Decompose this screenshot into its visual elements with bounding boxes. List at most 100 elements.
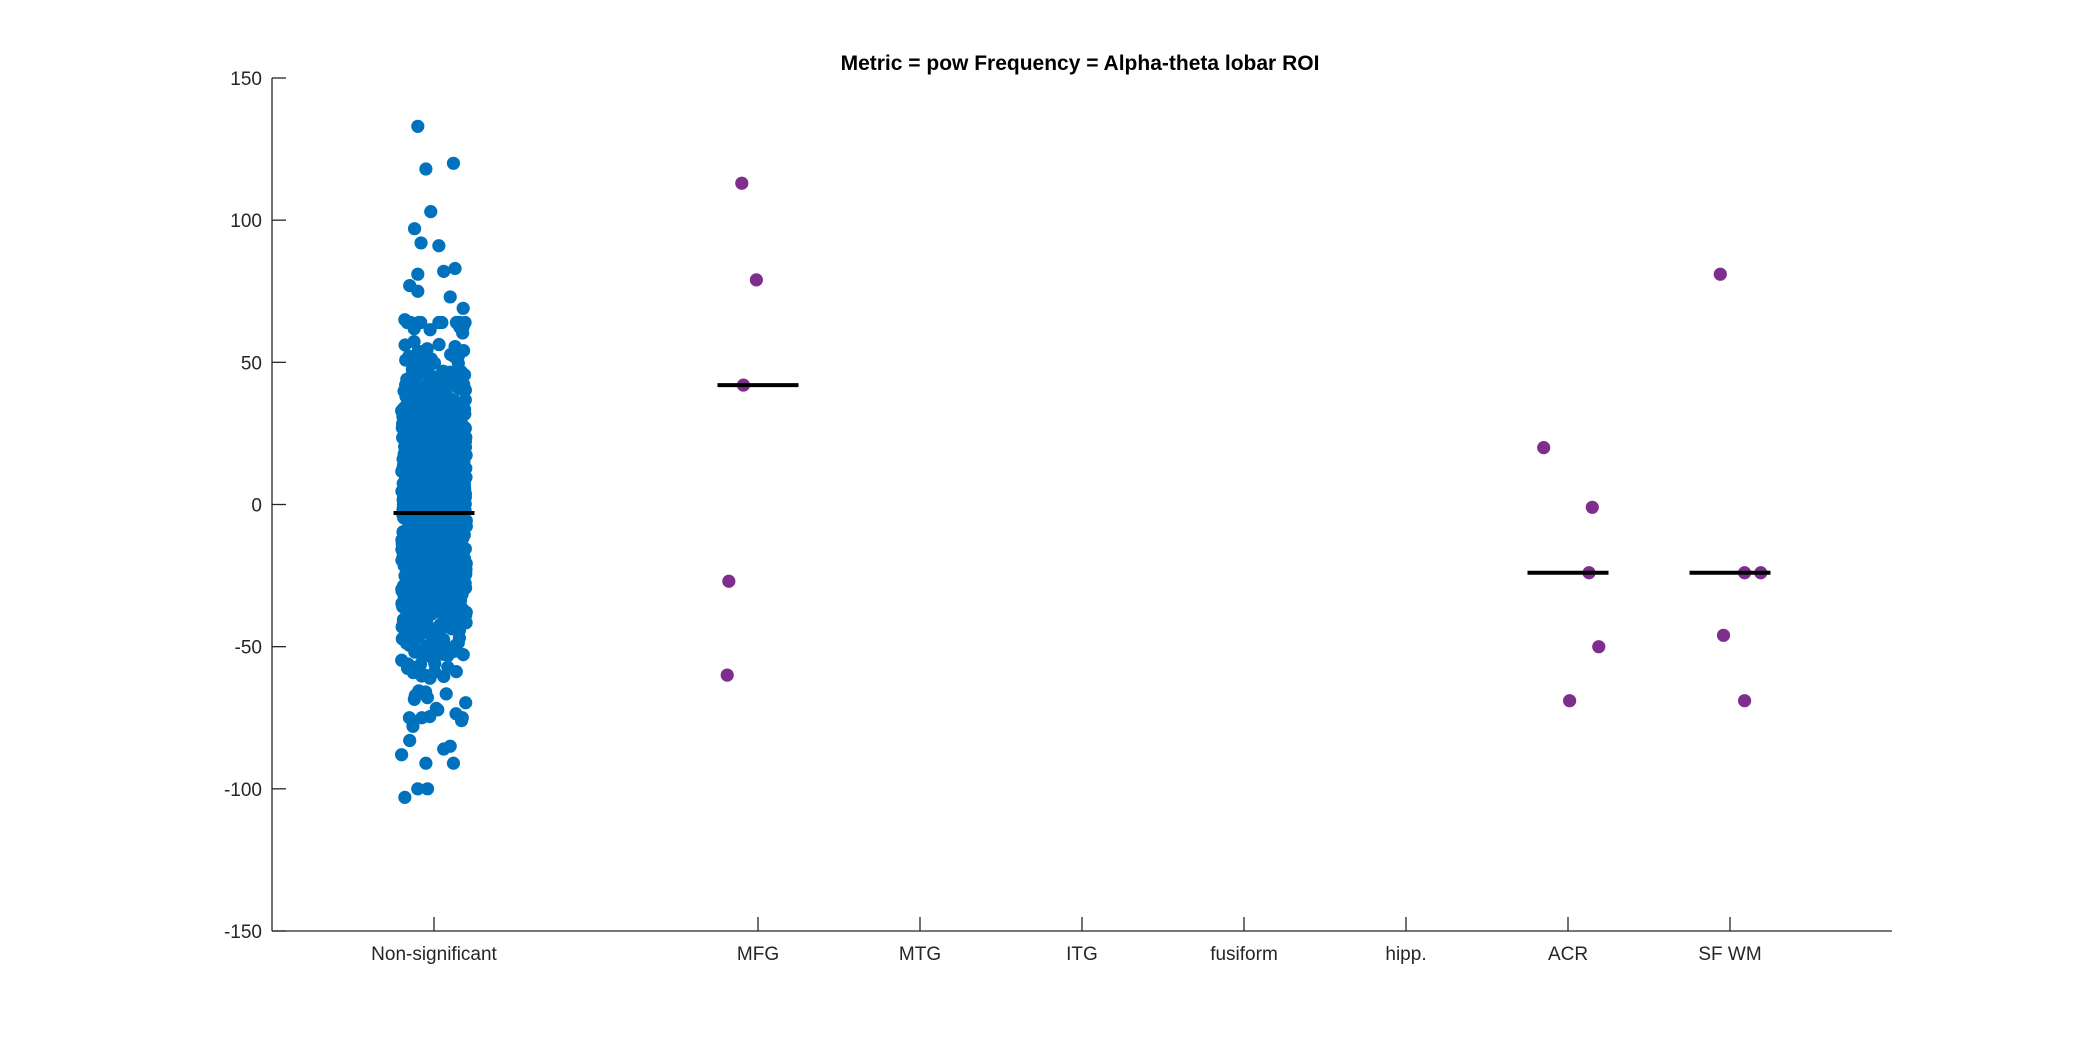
y-tick-label: 50	[241, 353, 262, 374]
data-point	[408, 402, 423, 416]
data-point	[445, 605, 459, 619]
data-point	[407, 577, 421, 592]
data-point	[404, 516, 418, 530]
data-point	[423, 589, 437, 603]
data-point	[454, 446, 468, 460]
y-tick-label: -100	[224, 780, 262, 801]
data-point	[400, 417, 414, 431]
data-point	[423, 323, 437, 337]
data-point	[456, 301, 470, 315]
data-point	[421, 449, 435, 464]
data-point	[409, 616, 423, 630]
data-point	[1563, 694, 1577, 708]
data-point	[408, 465, 422, 479]
data-point	[397, 542, 411, 556]
data-point	[1537, 441, 1551, 455]
data-point	[406, 549, 420, 563]
data-point	[435, 315, 449, 330]
data-point	[426, 411, 441, 425]
data-point	[1592, 640, 1606, 654]
data-point	[398, 591, 413, 606]
data-point	[1737, 694, 1752, 708]
y-axis-ticks: -150 -100 -50 0 50 100 150	[224, 69, 286, 943]
data-point	[446, 756, 461, 770]
data-point	[398, 338, 412, 352]
x-tick-label: hipp.	[1385, 944, 1426, 965]
data-point	[1585, 500, 1599, 514]
data-point	[439, 687, 453, 701]
data-point	[423, 550, 437, 564]
data-point	[398, 790, 412, 804]
data-point	[434, 487, 449, 501]
data-point	[457, 486, 472, 500]
data-point	[453, 590, 468, 604]
data-point	[429, 424, 444, 438]
data-point	[426, 533, 440, 547]
data-point	[432, 337, 446, 352]
data-point	[459, 696, 473, 710]
data-point	[720, 668, 734, 682]
data-point	[419, 473, 433, 487]
y-tick-label: 100	[230, 211, 262, 232]
data-point	[411, 267, 425, 281]
data-point	[451, 580, 465, 594]
data-point	[1713, 267, 1727, 281]
x-tick-label: Non-significant	[371, 944, 497, 965]
data-point	[447, 644, 461, 658]
data-point	[418, 668, 432, 682]
data-point	[419, 562, 434, 576]
data-point	[443, 739, 457, 753]
data-point	[434, 585, 448, 599]
data-point	[408, 688, 422, 703]
data-point	[454, 713, 469, 728]
median-lines	[393, 383, 1771, 575]
data-point	[451, 356, 465, 370]
data-point	[420, 782, 435, 796]
x-tick-label: fusiform	[1210, 944, 1278, 965]
data-point	[439, 407, 453, 421]
data-point	[398, 313, 412, 327]
data-point	[450, 517, 464, 531]
data-point	[1716, 628, 1731, 642]
data-point	[396, 431, 410, 445]
x-tick-label: SF WM	[1698, 944, 1761, 965]
data-point	[432, 239, 446, 253]
data-point	[457, 377, 471, 391]
data-point	[448, 261, 462, 276]
data-point	[722, 574, 736, 588]
x-tick-label: MTG	[899, 944, 941, 965]
data-point	[408, 371, 423, 385]
data-point	[423, 644, 437, 658]
data-point	[437, 620, 451, 634]
data-point	[402, 449, 417, 463]
data-point	[449, 315, 463, 330]
x-tick-label: MFG	[737, 944, 779, 965]
data-point	[457, 561, 471, 576]
data-point	[451, 470, 465, 484]
data-point	[424, 490, 438, 505]
data-point	[437, 264, 451, 278]
data-point	[456, 344, 471, 358]
data-point	[411, 782, 425, 796]
data-point	[409, 605, 423, 619]
x-tick-label: ACR	[1548, 944, 1588, 965]
data-point	[419, 162, 433, 176]
x-tick-label: ITG	[1066, 944, 1098, 965]
data-point	[419, 399, 433, 413]
data-point	[433, 476, 447, 490]
data-point	[440, 562, 454, 576]
x-axis-ticks: Non-significant MFG MTG ITG fusiform hipp. ACR…	[371, 917, 1762, 965]
data-point	[456, 326, 470, 340]
data-point	[441, 660, 455, 674]
data-point	[395, 748, 409, 762]
data-point	[438, 596, 452, 610]
data-point	[428, 657, 442, 671]
data-point	[420, 459, 434, 473]
chart-title: Metric = pow Frequency = Alpha-theta lob…	[841, 52, 1320, 75]
data-point	[458, 393, 472, 407]
data-point	[426, 522, 441, 537]
data-point	[436, 446, 450, 460]
data-point	[407, 222, 422, 236]
data-point	[399, 632, 413, 646]
